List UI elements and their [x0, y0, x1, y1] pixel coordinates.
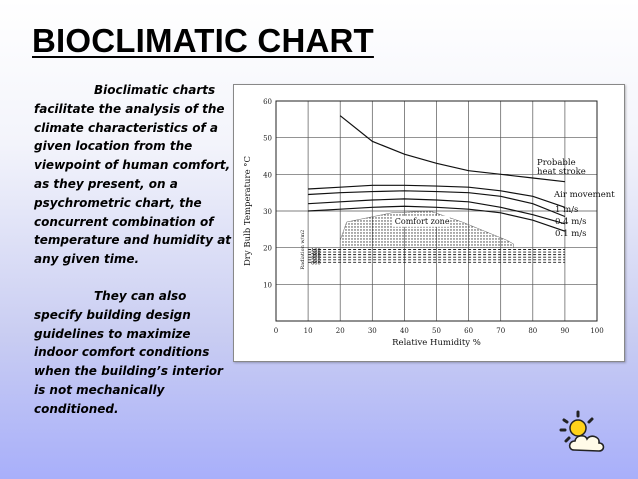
paragraph-1-text: Bioclimatic charts facilitate the analys… [34, 83, 232, 267]
paragraph-2-text: They can also specify building design gu… [34, 288, 223, 416]
comfort-zone-label-bg [391, 215, 450, 227]
series-line [308, 190, 566, 218]
x-tick-label: 0 [274, 327, 278, 335]
x-tick-label: 90 [560, 327, 569, 335]
x-tick-label: 10 [304, 327, 313, 335]
label-layer: 0 10 20 30 40 50 60 70 80 90 100102030405060100200… [243, 98, 615, 348]
radiation-level-label: 400 [311, 255, 321, 261]
paragraph-1: Bioclimatic charts facilitate the analys… [34, 81, 234, 269]
radiation-level-label: 100 [311, 248, 321, 254]
y-tick-label: 50 [263, 135, 272, 143]
slide-title: BIOCLIMATIC CHART [32, 22, 374, 59]
x-tick-label: 50 [432, 327, 441, 335]
speed-label-01ms: 0.1 m/s [555, 229, 587, 239]
y-tick-label: 20 [263, 245, 272, 253]
x-tick-label: 30 [368, 327, 377, 335]
chart-svg: 0 10 20 30 40 50 60 70 80 90 100102030405060100200… [243, 98, 615, 348]
heat-stroke-label-2: heat stroke [537, 167, 586, 177]
series-line [308, 184, 566, 208]
speed-label-1ms: 1 m/s [555, 205, 578, 215]
x-tick-label: 20 [336, 327, 345, 335]
y-tick-label: 30 [263, 208, 272, 216]
body-text: Bioclimatic charts facilitate the analys… [34, 81, 234, 419]
x-tick-label: 70 [496, 327, 505, 335]
x-tick-label: 80 [528, 327, 537, 335]
comfort-zone-label: Comfort zone [395, 217, 450, 226]
radiation-band-layer [308, 249, 565, 263]
comfort-zone-layer [339, 210, 514, 248]
radiation-level-label: 300 [311, 253, 321, 259]
x-tick-label: 60 [464, 327, 473, 335]
y-tick-label: 10 [263, 281, 272, 289]
series-line [308, 198, 566, 225]
x-axis-title: Relative Humidity % [392, 338, 481, 348]
y-axis-title: Dry Bulb Temperature °C [243, 156, 253, 266]
grid-layer [275, 100, 598, 322]
air-movement-label: Air movement [553, 190, 615, 200]
y-tick-label: 40 [263, 171, 272, 179]
speed-label-04ms: 0.4 m/s [555, 217, 587, 227]
bioclimatic-chart: 0 10 20 30 40 50 60 70 80 90 100 10 20 30 40 50 60 100 200… [233, 84, 625, 362]
radiation-band-label: Radiation w/m2 [300, 230, 306, 270]
series-layer [308, 115, 566, 232]
series-line [339, 115, 565, 183]
y-tick-label: 60 [263, 98, 272, 106]
series-line [308, 205, 566, 232]
radiation-level-label: 200 [311, 250, 321, 256]
comfort-zone-area [339, 210, 514, 248]
heat-stroke-label-1: Probable [537, 158, 576, 168]
x-tick-label: 40 [400, 327, 409, 335]
plot-border [275, 100, 598, 322]
paragraph-2: They can also specify building design gu… [34, 287, 234, 419]
radiation-level-label: 500 [311, 258, 321, 264]
sun-cloud-icon [558, 410, 610, 462]
x-tick-label: 100 [590, 327, 603, 335]
radiation-level-label: 600 [311, 260, 321, 266]
